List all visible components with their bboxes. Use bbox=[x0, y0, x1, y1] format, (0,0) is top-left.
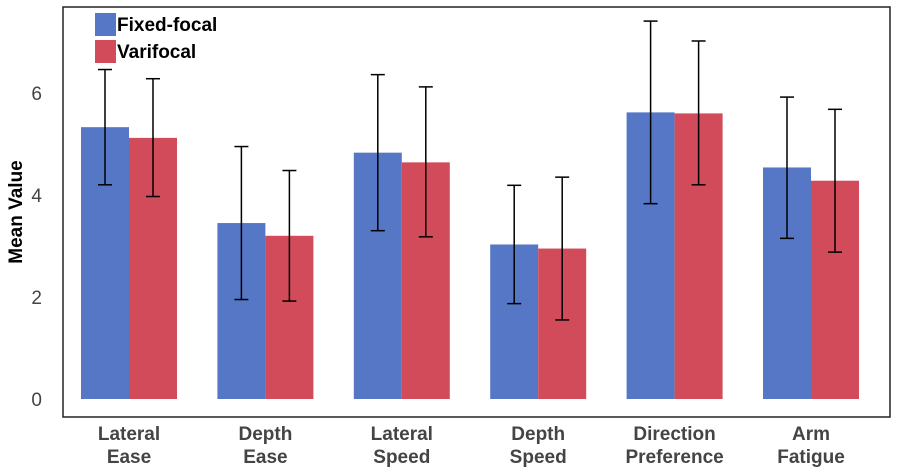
legend-label: Varifocal bbox=[117, 42, 196, 63]
x-category-label: Lateral Ease bbox=[98, 424, 160, 468]
x-category-label: Depth Speed bbox=[510, 424, 567, 468]
plot-frame bbox=[62, 6, 891, 418]
y-tick-label: 4 bbox=[31, 186, 42, 207]
legend: Fixed-focal Varifocal bbox=[95, 13, 217, 63]
y-tick-label: 6 bbox=[31, 84, 42, 105]
x-category-label: Direction Preference bbox=[625, 424, 723, 468]
legend-swatch bbox=[95, 13, 116, 36]
y-tick-label: 2 bbox=[31, 288, 42, 309]
x-axis-labels: Lateral Ease Depth Ease Lateral Speed Depth Spe… bbox=[98, 424, 845, 468]
y-axis-title: Mean Value bbox=[6, 160, 27, 264]
error-bars-layer bbox=[98, 20, 842, 321]
x-category-label: Depth Ease bbox=[238, 424, 292, 468]
legend-swatch bbox=[95, 40, 116, 63]
legend-label: Fixed-focal bbox=[117, 15, 217, 36]
x-category-label: Arm Fatigue bbox=[777, 424, 845, 468]
y-tick-label: 0 bbox=[31, 390, 42, 411]
x-category-label: Lateral Speed bbox=[371, 424, 433, 468]
y-axis-ticks: 0 2 4 6 bbox=[31, 84, 42, 411]
